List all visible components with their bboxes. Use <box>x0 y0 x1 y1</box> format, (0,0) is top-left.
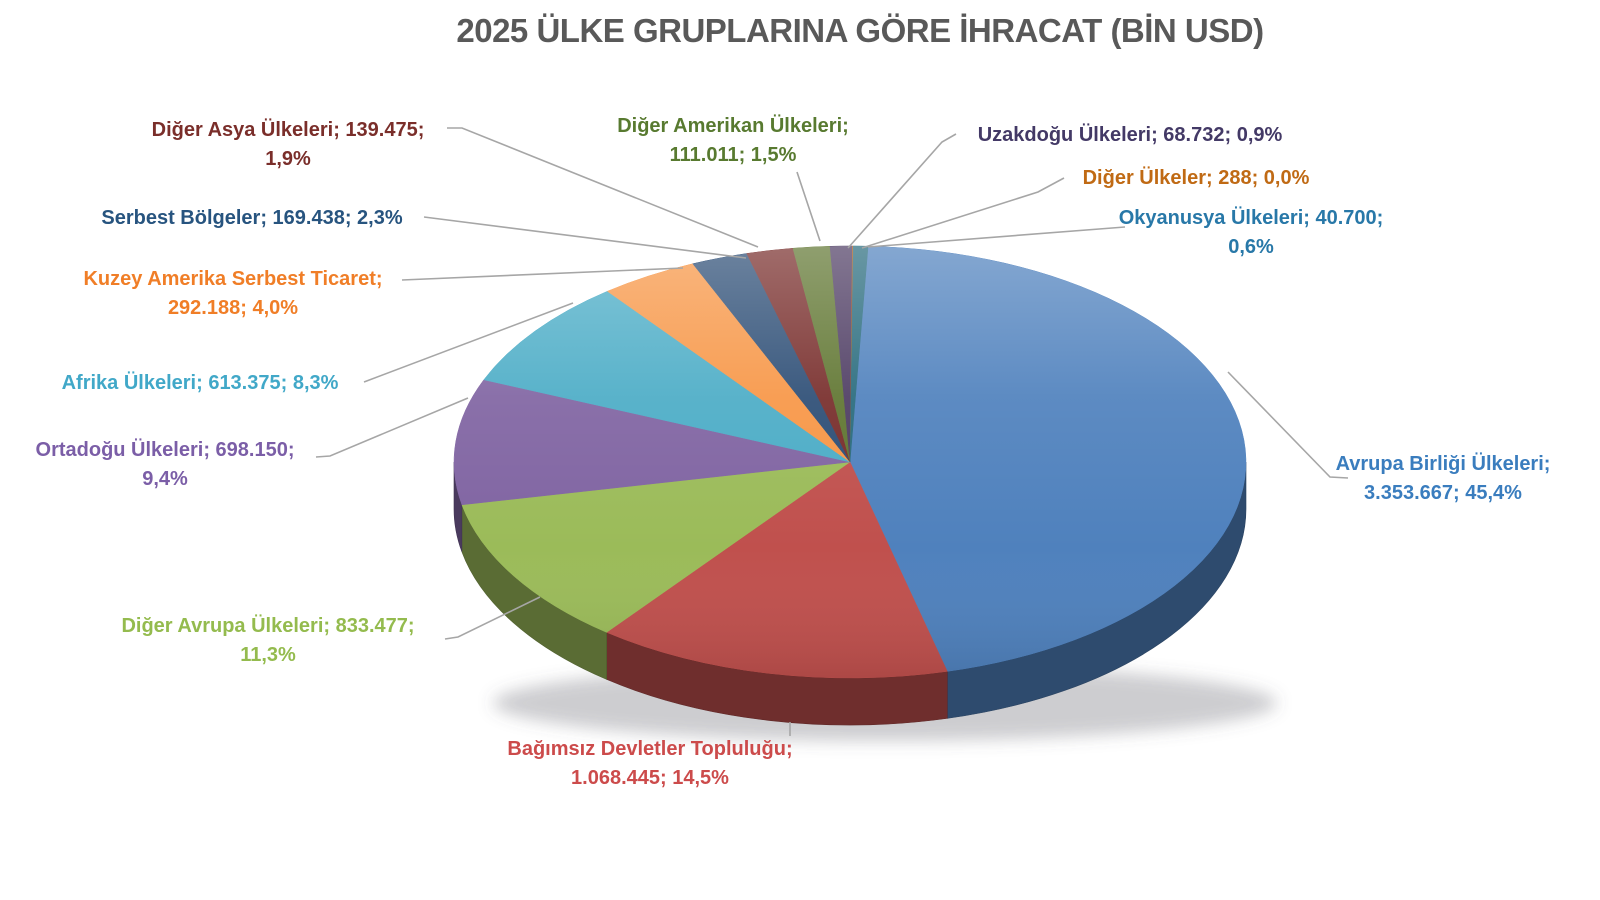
slice-label-line: Avrupa Birliği Ülkeleri; <box>1335 453 1551 475</box>
leader-line-diger-ulkeler <box>861 177 1065 249</box>
leader-line-diger-asya <box>447 127 759 248</box>
slice-label-line: Afrika Ülkeleri; 613.375; 8,3% <box>61 372 339 394</box>
slice-label-diger-amerikan: Diğer Amerikan Ülkeleri; 111.011; 1,5% <box>617 112 849 170</box>
leader-line-diger-amerikan <box>796 171 821 242</box>
chart-title: 2025 ÜLKE GRUPLARINA GÖRE İHRACAT (BİN U… <box>456 12 1264 49</box>
slice-label-line: Diğer Amerikan Ülkeleri; <box>617 115 849 137</box>
slice-label-ortadogu: Ortadoğu Ülkeleri; 698.150; 9,4% <box>36 436 295 494</box>
slice-label-line: 0,6% <box>1228 236 1274 258</box>
pie-gloss-highlight <box>454 246 1246 678</box>
slice-label-diger-avrupa: Diğer Avrupa Ülkeleri; 833.477; 11,3% <box>121 612 414 670</box>
slice-label-line: 1.068.445; 14,5% <box>571 767 729 789</box>
slice-label-line: Diğer Ülkeler; 288; 0,0% <box>1082 167 1310 189</box>
slice-label-line: 11,3% <box>240 644 296 666</box>
slice-label-line: 9,4% <box>142 468 188 490</box>
slice-label-uzakdogu: Uzakdoğu Ülkeleri; 68.732; 0,9% <box>978 121 1283 150</box>
leader-line-serbest-bolgeler <box>423 216 747 259</box>
slice-label-line: 111.011; 1,5% <box>669 144 797 166</box>
slice-label-line: Kuzey Amerika Serbest Ticaret; <box>83 268 383 290</box>
slice-label-line: Diğer Asya Ülkeleri; 139.475; <box>151 119 425 141</box>
slice-label-line: Okyanusya Ülkeleri; 40.700; <box>1118 207 1384 229</box>
leader-line-diger-avrupa <box>444 596 541 640</box>
leader-line-ortadogu <box>315 397 469 458</box>
slice-label-line: Ortadoğu Ülkeleri; 698.150; <box>35 439 295 461</box>
slice-label-diger-asya: Diğer Asya Ülkeleri; 139.475; 1,9% <box>152 116 425 174</box>
leader-line-afrika <box>363 302 574 383</box>
slice-label-okyanusya: Okyanusya Ülkeleri; 40.700; 0,6% <box>1119 204 1384 262</box>
slice-label-afrika: Afrika Ülkeleri; 613.375; 8,3% <box>62 369 339 398</box>
slice-label-kuzey-amerika-serbest-ticaret: Kuzey Amerika Serbest Ticaret; 292.188; 4… <box>83 265 382 323</box>
slice-label-line: Uzakdoğu Ülkeleri; 68.732; 0,9% <box>977 124 1283 146</box>
slice-label-serbest-bolgeler: Serbest Bölgeler; 169.438; 2,3% <box>101 204 402 233</box>
leader-line-avrupa-birligi <box>1227 371 1349 479</box>
slice-label-line: 1,9% <box>265 148 311 170</box>
slice-label-line: 292.188; 4,0% <box>167 297 299 319</box>
leader-line-okyanusya <box>867 226 1126 248</box>
slice-label-line: Serbest Bölgeler; 169.438; 2,3% <box>101 207 403 229</box>
leader-line-kuzey-amerika-serbest-ticaret <box>401 267 684 281</box>
slice-label-avrupa-birligi: Avrupa Birliği Ülkeleri; 3.353.667; 45,4% <box>1336 450 1551 508</box>
slice-label-line: Diğer Avrupa Ülkeleri; 833.477; <box>121 615 415 637</box>
slice-label-line: Bağımsız Devletler Topluluğu; <box>507 738 793 760</box>
leader-line-uzakdogu <box>847 133 957 249</box>
slice-label-bagimsiz-devletler: Bağımsız Devletler Topluluğu; 1.068.445; … <box>507 735 792 793</box>
slice-label-diger-ulkeler: Diğer Ülkeler; 288; 0,0% <box>1083 164 1310 193</box>
slice-label-line: 3.353.667; 45,4% <box>1364 482 1522 504</box>
